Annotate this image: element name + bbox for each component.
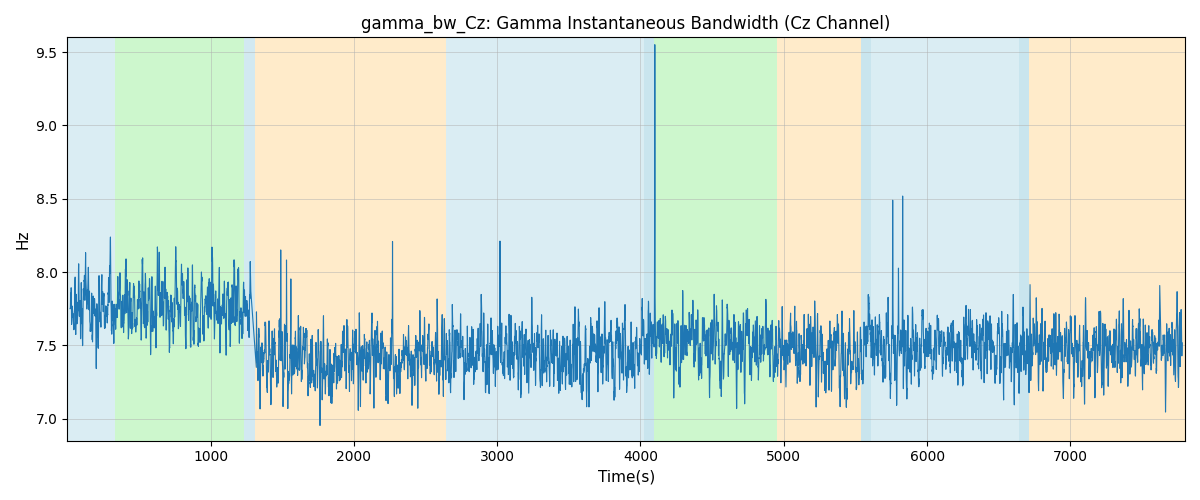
- Bar: [254, 38, 445, 440]
- Title: gamma_bw_Cz: Gamma Instantaneous Bandwidth (Cz Channel): gamma_bw_Cz: Gamma Instantaneous Bandwid…: [361, 15, 890, 34]
- Bar: [1028, 38, 1186, 440]
- Y-axis label: Hz: Hz: [16, 230, 30, 249]
- Bar: [114, 38, 244, 440]
- Bar: [862, 38, 871, 440]
- Bar: [776, 38, 862, 440]
- X-axis label: Time(s): Time(s): [598, 470, 655, 485]
- Bar: [445, 38, 644, 440]
- Bar: [1019, 38, 1028, 440]
- Bar: [244, 38, 254, 440]
- Bar: [644, 38, 654, 440]
- Bar: [871, 38, 1019, 440]
- Bar: [654, 38, 776, 440]
- Bar: [67, 38, 114, 440]
